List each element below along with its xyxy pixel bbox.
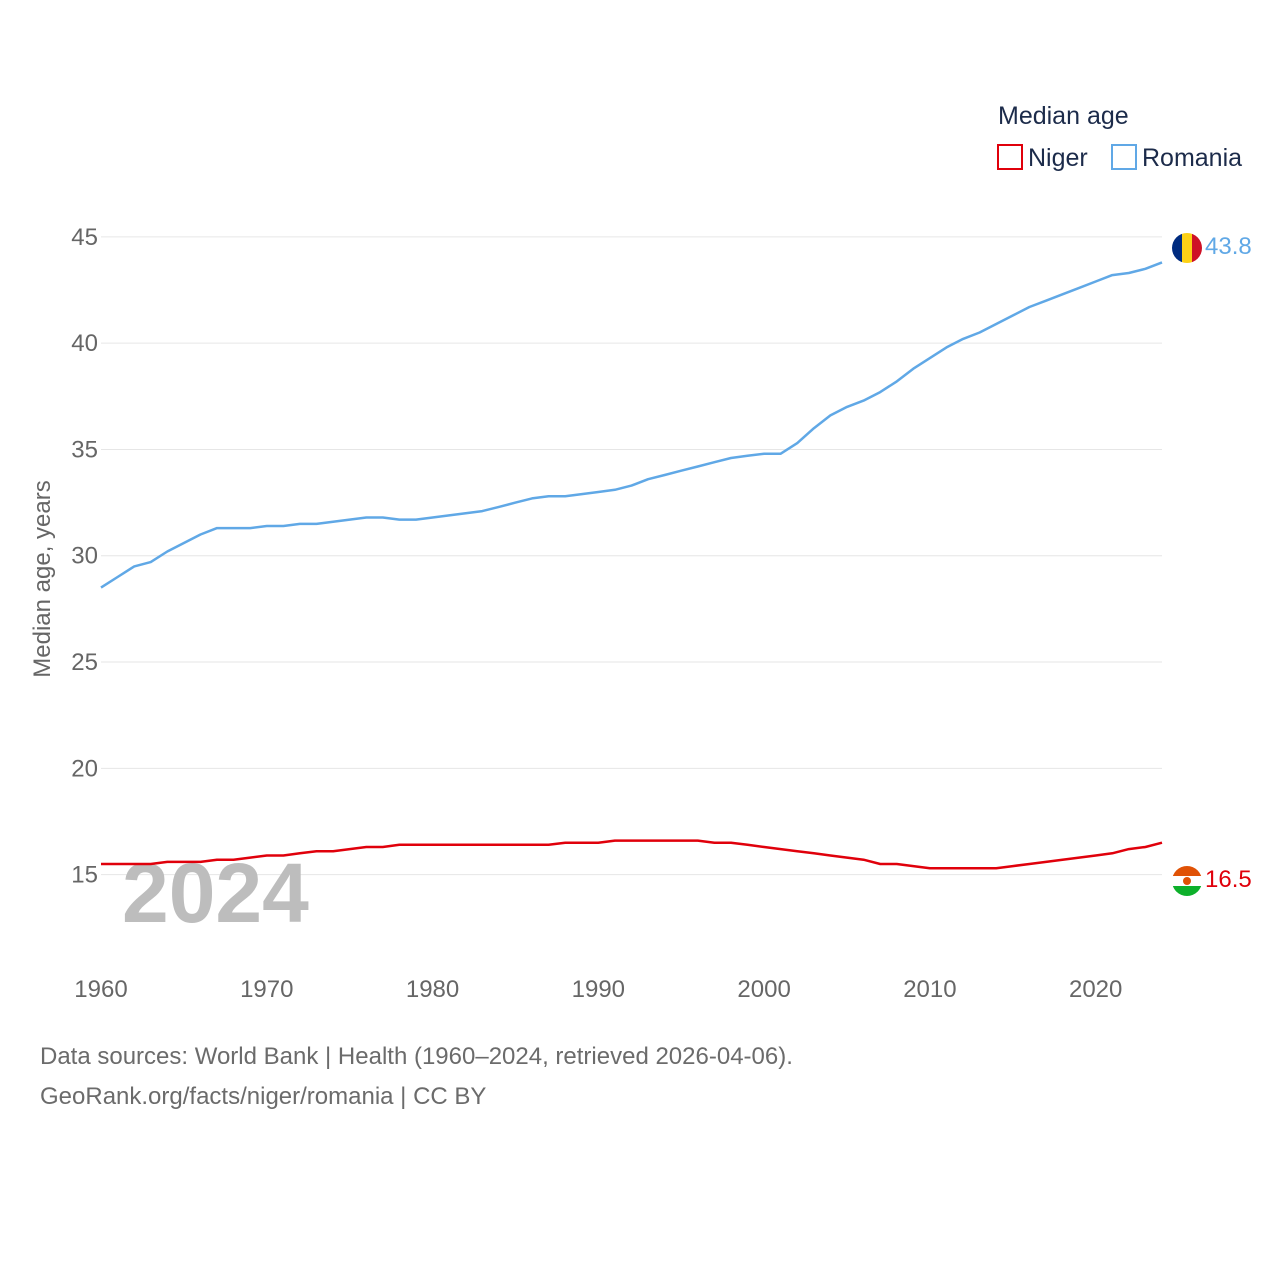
legend-item-niger[interactable]: Niger (997, 144, 1088, 172)
x-tick-label: 1970 (240, 976, 293, 1003)
y-tick-label: 20 (71, 755, 98, 782)
y-tick-label: 30 (71, 543, 98, 570)
end-label-romania: 43.8 (1205, 233, 1252, 260)
line-chart: Median age Niger Romania Median age, yea… (29, 102, 1252, 1003)
y-tick-label: 40 (71, 330, 98, 357)
current-year-watermark: 2024 (122, 846, 309, 940)
y-tick-label: 25 (71, 649, 98, 676)
y-tick-label: 35 (71, 436, 98, 463)
x-tick-label: 1990 (572, 976, 625, 1003)
y-axis-label: Median age, years (29, 480, 56, 677)
x-tick-label: 2020 (1069, 976, 1122, 1003)
y-tick-label: 45 (71, 224, 98, 251)
legend-item-romania[interactable]: Romania (1111, 144, 1242, 172)
niger-flag-icon (1172, 866, 1202, 896)
legend-title: Median age (998, 102, 1129, 130)
end-label-niger: 16.5 (1205, 866, 1252, 893)
data-source-text: Data sources: World Bank | Health (1960–… (40, 1043, 793, 1070)
y-tick-label: 15 (71, 862, 98, 889)
x-tick-label: 2000 (737, 976, 790, 1003)
legend-label-romania: Romania (1142, 144, 1242, 172)
x-tick-label: 1960 (74, 976, 127, 1003)
x-tick-label: 2010 (903, 976, 956, 1003)
series-lines (100, 261, 1163, 870)
series-line-niger[interactable] (101, 839, 1163, 870)
x-tick-label: 1980 (406, 976, 459, 1003)
romania-flag-icon (1172, 233, 1202, 263)
y-axis-ticks: 15 20 25 30 35 40 45 (71, 224, 98, 889)
legend-swatch-niger (997, 144, 1023, 170)
series-line-romania[interactable] (100, 261, 1163, 589)
legend-label-niger: Niger (1028, 144, 1088, 172)
attribution-text: GeoRank.org/facts/niger/romania | CC BY (40, 1083, 487, 1110)
legend: Median age Niger Romania (997, 102, 1242, 172)
x-axis-ticks: 1960 1970 1980 1990 2000 2010 2020 (74, 976, 1122, 1003)
gridlines (101, 236, 1162, 876)
legend-swatch-romania (1111, 144, 1137, 170)
